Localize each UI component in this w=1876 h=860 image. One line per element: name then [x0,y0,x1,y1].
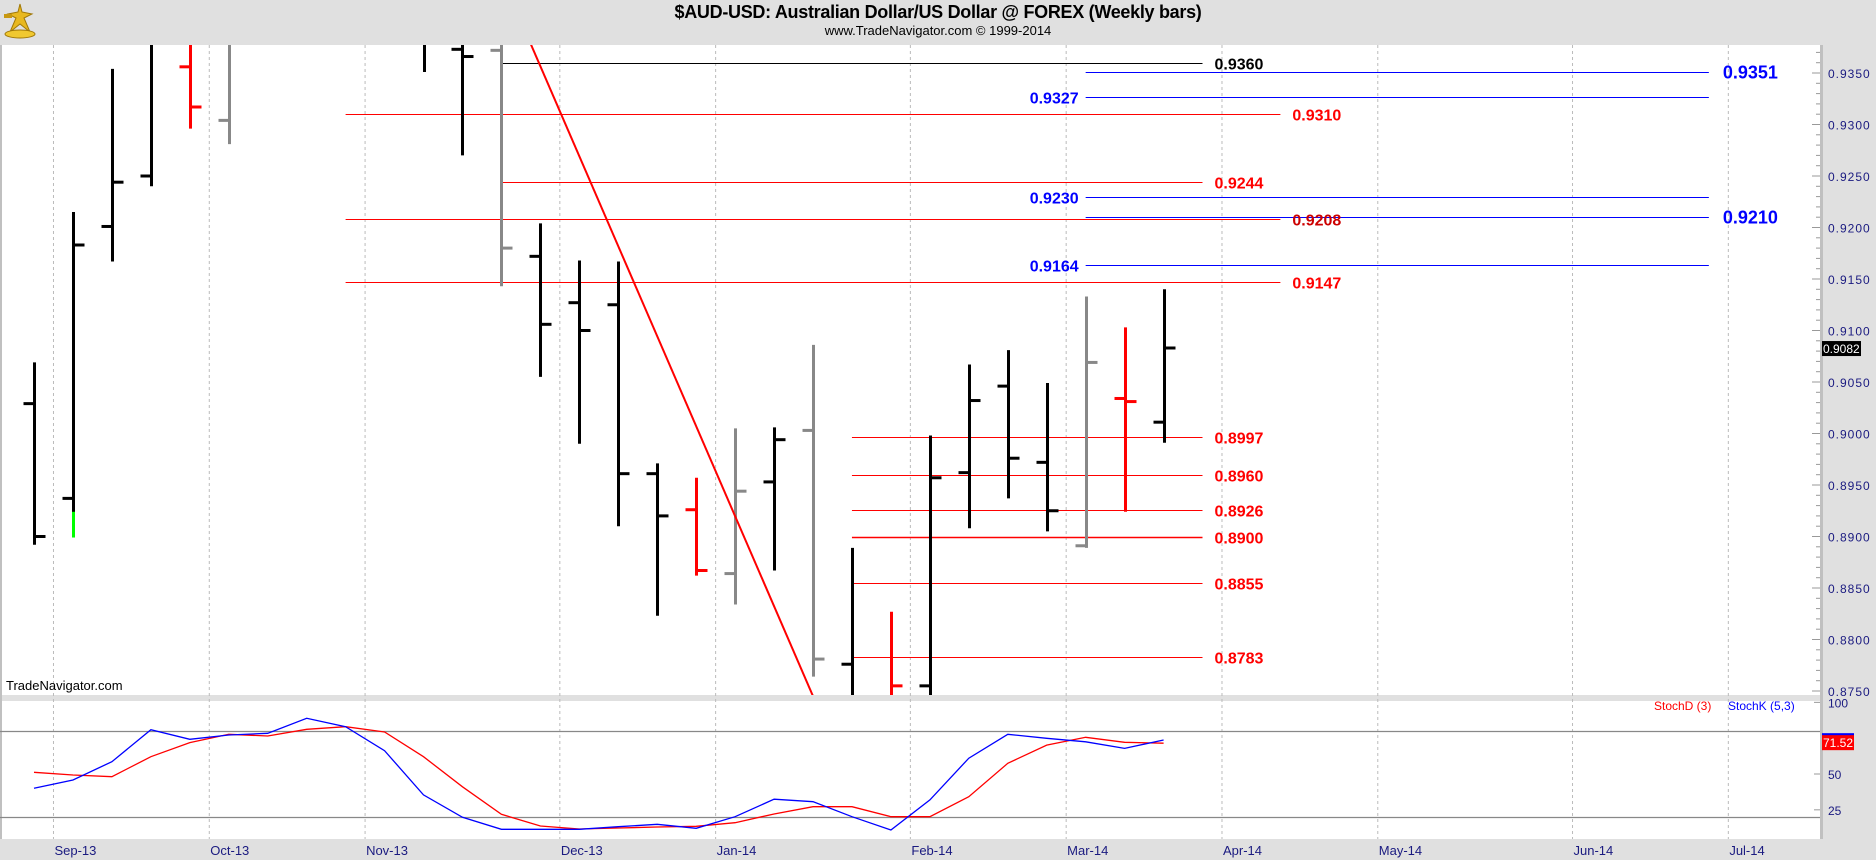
price-level-label: 0.9244 [1215,176,1264,193]
price-bar [490,45,513,287]
y-tick-label: 0.9350 [1828,67,1871,81]
price-level-label: 0.9327 [1030,91,1079,108]
price-level-label: 0.8926 [1215,504,1264,521]
price-bars [23,45,1176,695]
price-bar [607,261,630,527]
price-level-label: 0.9351 [1723,63,1778,83]
y-tick-label: 0.8800 [1828,634,1871,648]
price-bar [101,68,124,262]
stochastic-panel [0,701,1820,839]
gridlines [52,45,1729,839]
stoch-tick-label: 100 [1828,696,1848,710]
price-bar [958,364,981,529]
price-bar [218,45,231,145]
x-tick-label: Nov-13 [366,843,408,858]
x-tick-label: Sep-13 [54,843,96,858]
stoch-tick-label: 50 [1828,768,1842,782]
price-bar [685,477,708,576]
price-bar [997,350,1020,499]
price-bar [1036,383,1059,532]
y-tick-label: 0.9200 [1828,222,1871,236]
chart-subtitle: www.TradeNavigator.com © 1999-2014 [824,23,1052,38]
chart-title: $AUD-USD: Australian Dollar/US Dollar @ … [674,2,1202,22]
x-tick-label: Dec-13 [561,843,603,858]
x-tick-label: Jan-14 [717,843,757,858]
price-bar [568,260,591,444]
price-bar [529,223,552,377]
y-tick-label: 0.8750 [1828,685,1871,699]
x-tick-label: Feb-14 [911,843,952,858]
x-tick-label: Jun-14 [1574,843,1614,858]
price-level-label: 0.9360 [1215,57,1264,74]
stochk-last-value-marker [1822,733,1854,736]
y-tick-label: 0.9300 [1828,119,1871,133]
sextant-logo-icon [2,2,38,45]
price-level-label: 0.9208 [1292,213,1341,230]
price-bar [23,362,46,545]
price-bar [841,547,854,695]
legend-stochk: StochK (5,3) [1728,699,1795,713]
price-level-label: 0.9230 [1030,191,1079,208]
stoch-line [33,717,1164,831]
price-bar [802,344,825,677]
last-price-marker [1822,341,1861,357]
price-level-label: 0.8855 [1215,577,1264,594]
y-tick-label: 0.9100 [1828,325,1871,339]
stoch-last-value-label: 71.52 [1823,736,1853,750]
y-tick-label: 0.8900 [1828,531,1871,545]
price-level-labels: 0.9360 0.9351 0.9327 0.9310 0.9244 0.9230 0.92… [1030,57,1778,668]
price-bar [1075,296,1098,548]
price-level-label: 0.8783 [1215,651,1264,668]
price-level-label: 0.9310 [1292,108,1341,125]
price-level-label: 0.8900 [1215,531,1264,548]
y-tick-label: 0.9000 [1828,428,1871,442]
price-bar [1114,327,1137,512]
price-level-label: 0.9164 [1030,259,1079,276]
legend-stochd: StochD (3) [1654,699,1711,713]
price-level-label: 0.9210 [1723,208,1778,228]
y-tick-label: 0.9150 [1828,273,1871,287]
price-bar [423,45,426,72]
price-level-label: 0.8960 [1215,469,1264,486]
x-tick-label: Jul-14 [1729,843,1764,858]
price-bar [919,435,942,695]
x-tick-label: Apr-14 [1223,843,1262,858]
x-tick-label: Oct-13 [210,843,249,858]
price-bar [646,463,669,616]
price-bar [451,45,474,156]
left-border [0,45,2,839]
trendline [530,45,814,695]
last-price-label: 0.9082 [1823,342,1860,356]
y-axis-line [1820,45,1823,839]
price-bar [140,45,153,187]
price-level-label: 0.9147 [1292,276,1341,293]
y-tick-label: 0.9050 [1828,376,1871,390]
x-tick-label: May-14 [1379,843,1422,858]
price-level-label: 0.8997 [1215,431,1264,448]
stoch-last-value-marker [1822,734,1854,751]
price-bar [179,45,202,129]
price-bar [890,611,903,695]
trendline-group [530,45,814,695]
price-bar [62,212,85,538]
x-tick-label: Mar-14 [1067,843,1108,858]
price-bar [763,427,786,571]
y-tick-label: 0.9250 [1828,170,1871,184]
stochastic-lines [0,717,1820,831]
y-tick-label: 0.8850 [1828,582,1871,596]
price-bar [1153,289,1176,443]
y-tick-label: 0.8950 [1828,479,1871,493]
axes: Sep-13 Oct-13 Nov-13 Dec-13 Jan-14 Feb-14 Mar-… [54,51,1871,858]
watermark: TradeNavigator.com [6,678,123,693]
stoch-tick-label: 25 [1828,804,1842,818]
